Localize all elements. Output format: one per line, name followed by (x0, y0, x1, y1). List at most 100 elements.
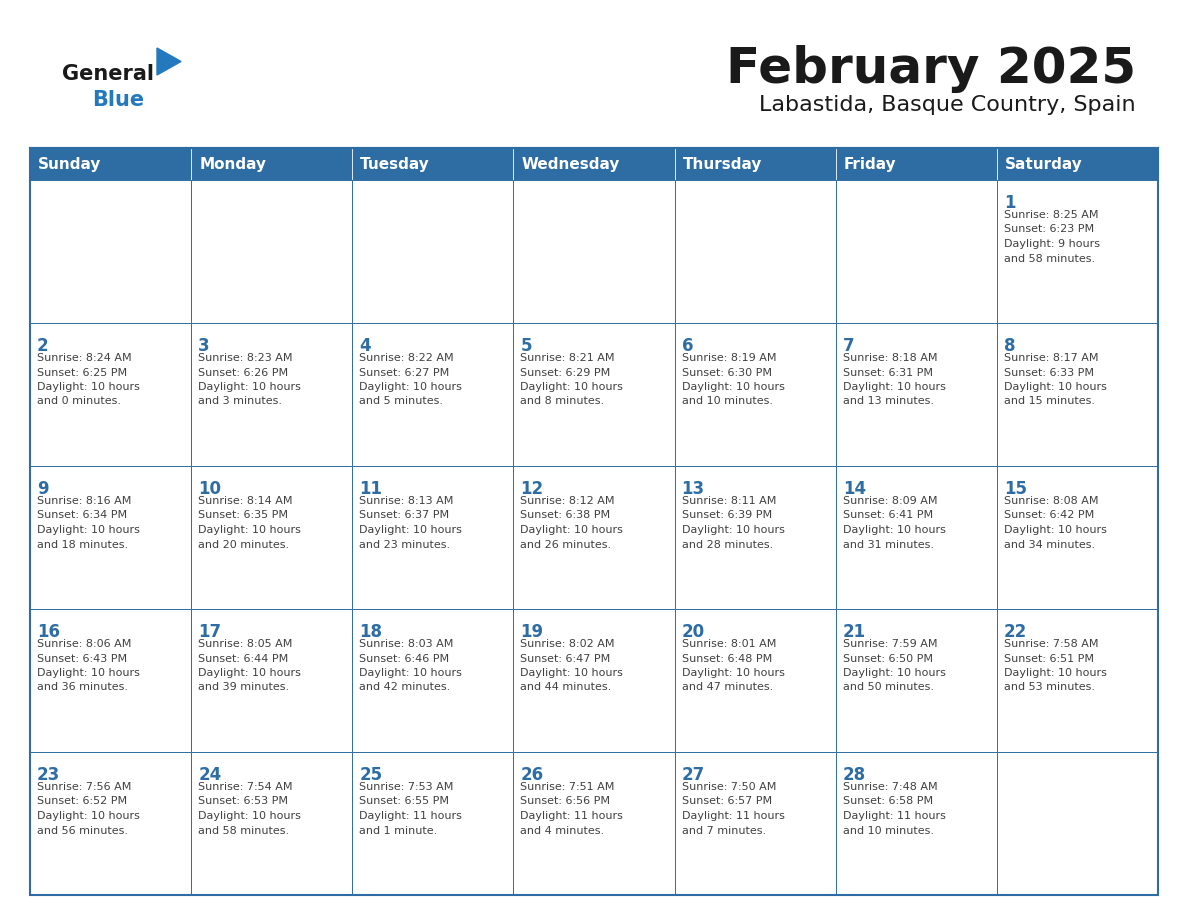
Text: Sunset: 6:42 PM: Sunset: 6:42 PM (1004, 510, 1094, 521)
Bar (835, 466, 997, 609)
Text: Daylight: 10 hours: Daylight: 10 hours (520, 668, 624, 678)
Bar (353, 148, 513, 180)
Text: and 34 minutes.: and 34 minutes. (1004, 540, 1095, 550)
Text: General: General (62, 64, 154, 84)
Text: Sunrise: 7:54 AM: Sunrise: 7:54 AM (198, 782, 292, 792)
Text: Daylight: 10 hours: Daylight: 10 hours (198, 525, 301, 535)
Bar (997, 466, 1158, 609)
Bar (675, 180, 835, 323)
Text: and 39 minutes.: and 39 minutes. (198, 682, 289, 692)
Text: Sunset: 6:44 PM: Sunset: 6:44 PM (198, 654, 289, 664)
Text: Daylight: 9 hours: Daylight: 9 hours (1004, 239, 1100, 249)
Text: Daylight: 11 hours: Daylight: 11 hours (682, 811, 784, 821)
Bar (997, 323, 1158, 466)
Text: Sunset: 6:30 PM: Sunset: 6:30 PM (682, 367, 771, 377)
Text: Sunrise: 8:13 AM: Sunrise: 8:13 AM (359, 496, 454, 506)
Text: Daylight: 10 hours: Daylight: 10 hours (198, 668, 301, 678)
Text: and 10 minutes.: and 10 minutes. (842, 825, 934, 835)
Text: and 20 minutes.: and 20 minutes. (198, 540, 289, 550)
Text: Sunrise: 8:24 AM: Sunrise: 8:24 AM (37, 353, 132, 363)
Bar (835, 323, 997, 466)
Text: Sunrise: 7:51 AM: Sunrise: 7:51 AM (520, 782, 615, 792)
Text: Blue: Blue (91, 90, 144, 110)
Bar (191, 466, 353, 609)
Bar (675, 609, 835, 752)
Text: Friday: Friday (843, 156, 896, 172)
Text: and 50 minutes.: and 50 minutes. (842, 682, 934, 692)
Text: Sunset: 6:43 PM: Sunset: 6:43 PM (37, 654, 127, 664)
Text: and 7 minutes.: and 7 minutes. (682, 825, 766, 835)
Bar (835, 752, 997, 895)
Text: 9: 9 (37, 480, 49, 498)
Text: and 3 minutes.: and 3 minutes. (198, 397, 282, 407)
Text: Sunrise: 8:17 AM: Sunrise: 8:17 AM (1004, 353, 1099, 363)
Text: Sunset: 6:41 PM: Sunset: 6:41 PM (842, 510, 933, 521)
Bar (191, 609, 353, 752)
Bar (835, 609, 997, 752)
Text: Sunrise: 8:14 AM: Sunrise: 8:14 AM (198, 496, 292, 506)
Text: Daylight: 10 hours: Daylight: 10 hours (842, 668, 946, 678)
Bar (30, 180, 191, 323)
Text: 16: 16 (37, 623, 61, 641)
Text: Sunset: 6:56 PM: Sunset: 6:56 PM (520, 797, 611, 807)
Bar (513, 752, 675, 895)
Text: Sunset: 6:27 PM: Sunset: 6:27 PM (359, 367, 449, 377)
Text: and 56 minutes.: and 56 minutes. (37, 825, 128, 835)
Text: Sunset: 6:35 PM: Sunset: 6:35 PM (198, 510, 289, 521)
Text: 15: 15 (1004, 480, 1026, 498)
Text: Daylight: 10 hours: Daylight: 10 hours (359, 525, 462, 535)
Text: Daylight: 10 hours: Daylight: 10 hours (842, 382, 946, 392)
Text: and 8 minutes.: and 8 minutes. (520, 397, 605, 407)
Bar (353, 323, 513, 466)
Text: and 31 minutes.: and 31 minutes. (842, 540, 934, 550)
Text: Sunrise: 8:03 AM: Sunrise: 8:03 AM (359, 639, 454, 649)
Text: Saturday: Saturday (1005, 156, 1082, 172)
Text: Labastida, Basque Country, Spain: Labastida, Basque Country, Spain (759, 95, 1136, 115)
Text: Sunset: 6:23 PM: Sunset: 6:23 PM (1004, 225, 1094, 234)
Text: 7: 7 (842, 337, 854, 355)
Text: Daylight: 11 hours: Daylight: 11 hours (842, 811, 946, 821)
Bar (675, 752, 835, 895)
Text: and 5 minutes.: and 5 minutes. (359, 397, 443, 407)
Text: Daylight: 10 hours: Daylight: 10 hours (37, 382, 140, 392)
Text: Sunrise: 8:06 AM: Sunrise: 8:06 AM (37, 639, 132, 649)
Bar (353, 752, 513, 895)
Bar (30, 148, 191, 180)
Text: and 18 minutes.: and 18 minutes. (37, 540, 128, 550)
Bar (30, 148, 1158, 895)
Text: 20: 20 (682, 623, 704, 641)
Text: 21: 21 (842, 623, 866, 641)
Text: Monday: Monday (200, 156, 266, 172)
Text: Daylight: 10 hours: Daylight: 10 hours (682, 668, 784, 678)
Text: 27: 27 (682, 766, 704, 784)
Text: Daylight: 10 hours: Daylight: 10 hours (1004, 382, 1107, 392)
Text: Sunrise: 8:11 AM: Sunrise: 8:11 AM (682, 496, 776, 506)
Text: Sunrise: 8:12 AM: Sunrise: 8:12 AM (520, 496, 615, 506)
Text: Sunset: 6:34 PM: Sunset: 6:34 PM (37, 510, 127, 521)
Text: Daylight: 10 hours: Daylight: 10 hours (359, 668, 462, 678)
Text: Daylight: 10 hours: Daylight: 10 hours (520, 525, 624, 535)
Text: Sunrise: 7:58 AM: Sunrise: 7:58 AM (1004, 639, 1099, 649)
Text: Sunset: 6:46 PM: Sunset: 6:46 PM (359, 654, 449, 664)
Text: and 53 minutes.: and 53 minutes. (1004, 682, 1095, 692)
Text: and 28 minutes.: and 28 minutes. (682, 540, 773, 550)
Bar (30, 752, 191, 895)
Text: 1: 1 (1004, 194, 1016, 212)
Text: Sunrise: 8:16 AM: Sunrise: 8:16 AM (37, 496, 132, 506)
Bar (997, 752, 1158, 895)
Text: 3: 3 (198, 337, 210, 355)
Text: 14: 14 (842, 480, 866, 498)
Text: Sunset: 6:58 PM: Sunset: 6:58 PM (842, 797, 933, 807)
Text: and 36 minutes.: and 36 minutes. (37, 682, 128, 692)
Text: Sunset: 6:50 PM: Sunset: 6:50 PM (842, 654, 933, 664)
Text: Sunrise: 7:56 AM: Sunrise: 7:56 AM (37, 782, 132, 792)
Text: and 58 minutes.: and 58 minutes. (198, 825, 289, 835)
Text: and 47 minutes.: and 47 minutes. (682, 682, 773, 692)
Text: and 58 minutes.: and 58 minutes. (1004, 253, 1095, 263)
Bar (513, 609, 675, 752)
Text: and 4 minutes.: and 4 minutes. (520, 825, 605, 835)
Text: and 0 minutes.: and 0 minutes. (37, 397, 121, 407)
Text: Sunrise: 8:09 AM: Sunrise: 8:09 AM (842, 496, 937, 506)
Text: 8: 8 (1004, 337, 1016, 355)
Text: 11: 11 (359, 480, 383, 498)
